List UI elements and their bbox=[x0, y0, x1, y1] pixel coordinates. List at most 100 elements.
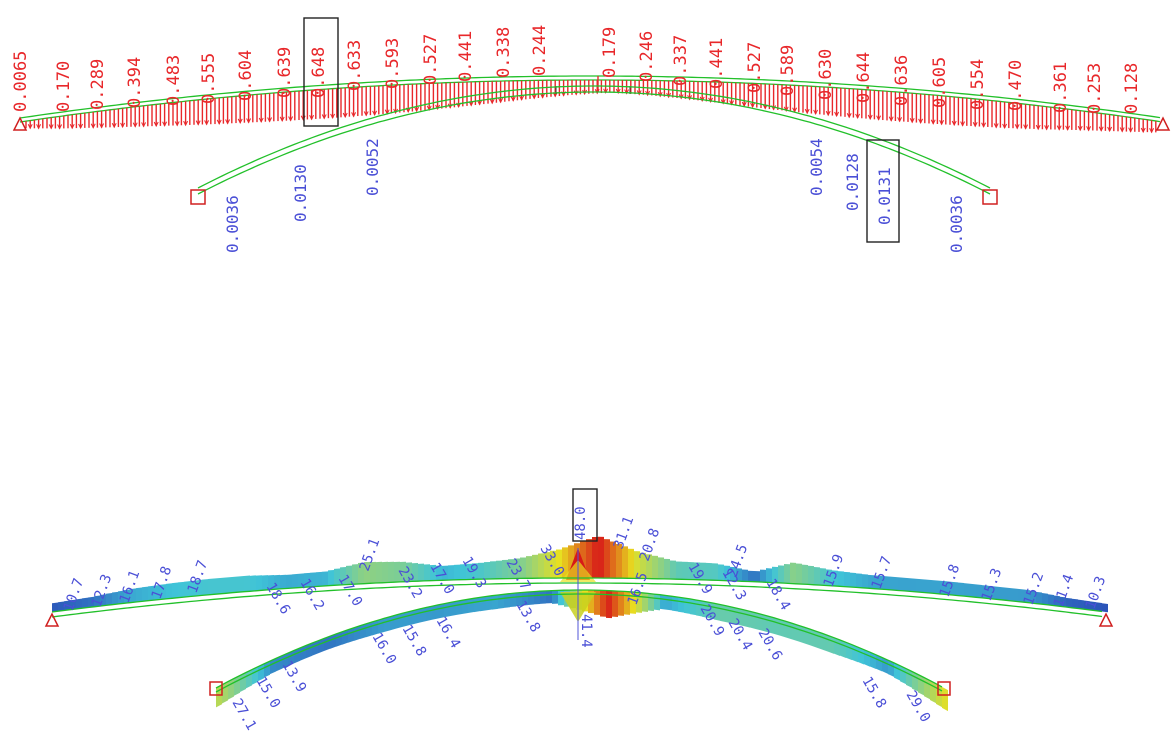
arch-stress-segment bbox=[834, 637, 840, 656]
deck-stress-segment bbox=[706, 562, 712, 581]
deck-stress-segment bbox=[598, 536, 604, 579]
arch-value-label: 0.0036 bbox=[947, 195, 966, 253]
arch-stress-segment bbox=[648, 593, 654, 612]
load-arrow-head bbox=[531, 94, 537, 100]
arch-stress-segment bbox=[690, 598, 696, 616]
arch-stress-segment bbox=[492, 594, 498, 610]
deck-value-label: 0.644 bbox=[854, 52, 874, 103]
arch-stress-segment bbox=[282, 653, 288, 669]
arch-stress-segment bbox=[276, 655, 282, 672]
deck-stress-segment bbox=[730, 566, 736, 582]
load-arrow-head bbox=[267, 117, 273, 123]
arch-stress-segment bbox=[348, 627, 354, 643]
load-arrow-head bbox=[699, 96, 705, 102]
load-arrow-head bbox=[678, 94, 684, 100]
deck-stress-segment bbox=[1090, 601, 1096, 611]
arch-stress-segment bbox=[606, 590, 612, 619]
load-arrow-head bbox=[225, 119, 231, 125]
deck-stress-segment bbox=[736, 568, 742, 582]
deck-stress-segment bbox=[844, 571, 850, 587]
deck-stress-segment bbox=[94, 595, 100, 607]
arch-stress-segment bbox=[300, 645, 306, 661]
deck-stress-segment bbox=[646, 554, 652, 579]
load-arrow-head bbox=[69, 123, 75, 130]
deck-stress-segment bbox=[238, 575, 244, 593]
load-arrow-head bbox=[435, 104, 441, 111]
load-arrow-head bbox=[813, 109, 819, 116]
deck-stress-segment bbox=[922, 579, 928, 593]
arch-value-label: 0.0128 bbox=[843, 153, 862, 211]
deck-stress-segment bbox=[310, 572, 316, 587]
load-arrow-head bbox=[981, 122, 987, 128]
load-arrow-head bbox=[36, 124, 42, 130]
deck-stress-segment bbox=[904, 577, 910, 592]
arch-stress-segment bbox=[384, 616, 390, 633]
deck-stress-segment bbox=[724, 565, 730, 581]
load-arrow-head bbox=[204, 120, 210, 126]
load-arrow-head bbox=[930, 119, 936, 125]
arch-value-label: 0.0054 bbox=[807, 138, 826, 196]
load-arrow-head bbox=[120, 122, 126, 129]
deck-stress-segment bbox=[1060, 596, 1066, 608]
deck-stress-segment bbox=[826, 569, 832, 586]
deck-stress-segment bbox=[388, 561, 394, 583]
arch-stress-segment bbox=[474, 597, 480, 613]
deck-stress-segment bbox=[442, 565, 448, 581]
deck-stress-segment bbox=[592, 537, 598, 579]
load-arrow-head bbox=[1128, 127, 1134, 133]
arch-value-label: 15.8 bbox=[859, 674, 890, 711]
arch-stress-segment bbox=[816, 631, 822, 650]
deck-stress-segment bbox=[532, 554, 538, 579]
deck-stress-segment bbox=[670, 560, 676, 580]
arch-stress-segment bbox=[294, 647, 300, 664]
arch-stress-segment bbox=[468, 598, 474, 614]
load-arrow-head bbox=[141, 122, 147, 128]
load-arrow-head bbox=[855, 113, 861, 120]
arch-value-label: 0.0036 bbox=[223, 195, 242, 253]
deck-stress-segment bbox=[790, 562, 796, 584]
deck-value-label: 0.636 bbox=[892, 55, 912, 106]
load-arrow-head bbox=[132, 122, 138, 128]
arch-value-label: 16.4 bbox=[433, 614, 464, 651]
arch-stress-segment bbox=[684, 598, 690, 614]
deck-stress-segment bbox=[334, 568, 340, 586]
deck-stress-segment bbox=[214, 577, 220, 595]
arch-stress-segment bbox=[336, 631, 342, 647]
arch-stress-segment bbox=[810, 629, 816, 648]
arch-stress-segment bbox=[942, 686, 948, 712]
load-arrow-head bbox=[174, 121, 180, 127]
deck-stress-segment bbox=[970, 583, 976, 598]
arch-value-label: 0.0130 bbox=[291, 164, 310, 222]
load-arrow-head bbox=[1107, 126, 1113, 133]
deck-stress-segment bbox=[820, 568, 826, 586]
arch-stress-segment bbox=[780, 619, 786, 638]
arch-stress-segment bbox=[390, 615, 396, 631]
deck-stress-segment bbox=[196, 579, 202, 596]
deck-outline-lower bbox=[19, 79, 1161, 123]
deck-value-label: 0.554 bbox=[968, 59, 988, 110]
deck-stress-segment bbox=[70, 599, 76, 610]
deck-value-label: 0.527 bbox=[745, 42, 765, 93]
load-arrow-head bbox=[657, 92, 663, 98]
deck-stress-segment bbox=[898, 577, 904, 591]
deck-stress-segment bbox=[358, 562, 364, 584]
deck-stress-segment bbox=[502, 559, 508, 579]
load-arrow-head bbox=[867, 114, 873, 121]
deck-stress-segment bbox=[160, 584, 166, 600]
deck-stress-segment bbox=[1036, 591, 1042, 605]
arch-stress-segment bbox=[342, 629, 348, 645]
arch-stress-segment bbox=[504, 593, 510, 608]
deck-value-label: 0.648 bbox=[309, 47, 329, 98]
deck-stress-segment bbox=[610, 541, 616, 579]
load-arrow-head bbox=[519, 95, 525, 101]
deck-stress-segment bbox=[124, 589, 130, 604]
left-pin-support bbox=[12, 116, 28, 131]
deck-stress-segment bbox=[226, 576, 232, 594]
load-arrow-head bbox=[1002, 123, 1008, 130]
arch-stress-segment bbox=[756, 612, 762, 631]
deck-stress-segment bbox=[484, 562, 490, 580]
arch-stress-segment bbox=[486, 595, 492, 611]
arch-max-highlight-box bbox=[866, 139, 900, 243]
load-arrow-head bbox=[237, 118, 243, 125]
deck-stress-segment bbox=[364, 561, 370, 584]
